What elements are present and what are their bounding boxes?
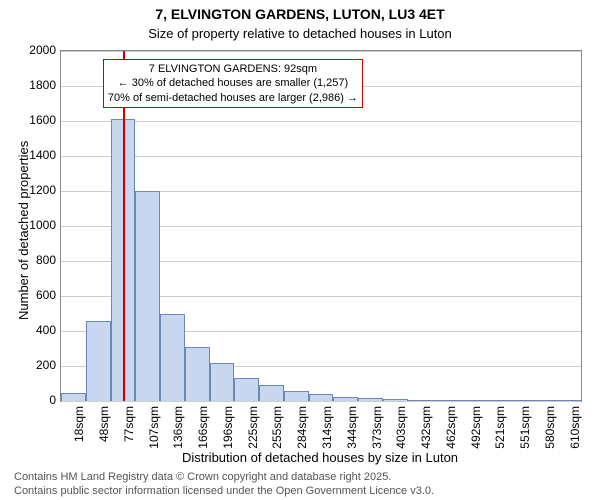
x-tick-label: 403sqm [394,406,408,456]
x-tick-label: 314sqm [320,406,334,456]
histogram-bar [309,394,334,401]
histogram-bar [358,398,383,401]
annotation-line2: ← 30% of detached houses are smaller (1,… [108,76,358,90]
y-tick-label: 0 [22,393,56,407]
histogram-bar [408,400,433,401]
histogram-bar [234,378,259,401]
x-axis-label: Distribution of detached houses by size … [60,450,580,465]
x-tick-label: 492sqm [469,406,483,456]
x-tick-label: 255sqm [270,406,284,456]
y-tick-label: 600 [22,288,56,302]
y-tick-label: 1400 [22,148,56,162]
attribution-line2: Contains public sector information licen… [14,484,434,498]
y-tick-label: 1800 [22,78,56,92]
chart-title-main: 7, ELVINGTON GARDENS, LUTON, LU3 4ET [0,6,600,22]
grid-line [61,156,581,157]
attribution-line1: Contains HM Land Registry data © Crown c… [14,470,434,484]
x-tick-label: 77sqm [122,406,136,456]
y-tick-label: 200 [22,358,56,372]
x-tick-label: 196sqm [221,406,235,456]
y-tick-label: 1600 [22,113,56,127]
x-tick-label: 107sqm [147,406,161,456]
histogram-bar [507,400,532,401]
x-tick-label: 166sqm [196,406,210,456]
x-tick-label: 225sqm [246,406,260,456]
grid-line [61,401,581,402]
annotation-line1: 7 ELVINGTON GARDENS: 92sqm [108,62,358,76]
grid-line [61,121,581,122]
histogram-bar [135,191,160,401]
x-tick-label: 462sqm [444,406,458,456]
y-tick-label: 400 [22,323,56,337]
x-tick-label: 521sqm [493,406,507,456]
y-tick-label: 800 [22,253,56,267]
x-tick-label: 580sqm [543,406,557,456]
attribution-text: Contains HM Land Registry data © Crown c… [14,470,434,499]
histogram-bar [61,393,86,401]
y-tick-label: 1000 [22,218,56,232]
x-tick-label: 344sqm [345,406,359,456]
x-tick-label: 373sqm [370,406,384,456]
chart-title-sub: Size of property relative to detached ho… [0,26,600,41]
annotation-line3: 70% of semi-detached houses are larger (… [108,91,358,105]
histogram-bar [210,363,235,402]
x-tick-label: 551sqm [518,406,532,456]
y-tick-label: 2000 [22,43,56,57]
histogram-bar [160,314,185,402]
histogram-bar [185,347,210,401]
histogram-bar [284,391,309,402]
grid-line [61,51,581,52]
chart-container: 7, ELVINGTON GARDENS, LUTON, LU3 4ET Siz… [0,0,600,500]
x-tick-label: 48sqm [97,406,111,456]
histogram-bar [86,321,111,402]
histogram-bar [333,397,358,401]
histogram-bar [556,400,581,401]
plot-area: 7 ELVINGTON GARDENS: 92sqm ← 30% of deta… [60,50,582,402]
x-tick-label: 18sqm [72,406,86,456]
histogram-bar [531,400,556,401]
x-tick-label: 284sqm [295,406,309,456]
histogram-bar [383,399,408,401]
x-tick-label: 432sqm [419,406,433,456]
x-tick-label: 136sqm [171,406,185,456]
histogram-bar [432,400,457,401]
y-tick-label: 1200 [22,183,56,197]
histogram-bar [482,400,507,401]
x-tick-label: 610sqm [568,406,582,456]
histogram-bar [259,385,284,401]
histogram-bar [457,400,482,401]
annotation-box: 7 ELVINGTON GARDENS: 92sqm ← 30% of deta… [103,59,363,108]
